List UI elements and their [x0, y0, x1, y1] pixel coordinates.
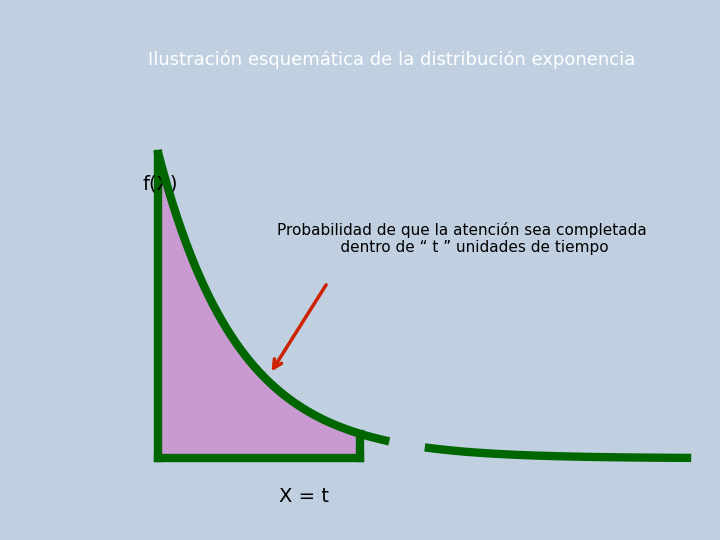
Text: Probabilidad de que la atención sea completada
     dentro de “ t ” unidades de : Probabilidad de que la atención sea comp…	[277, 221, 647, 255]
Text: Ilustración esquemática de la distribución exponencia: Ilustración esquemática de la distribuci…	[148, 50, 636, 69]
Text: X = t: X = t	[279, 487, 328, 506]
Text: f(X): f(X)	[143, 175, 178, 194]
